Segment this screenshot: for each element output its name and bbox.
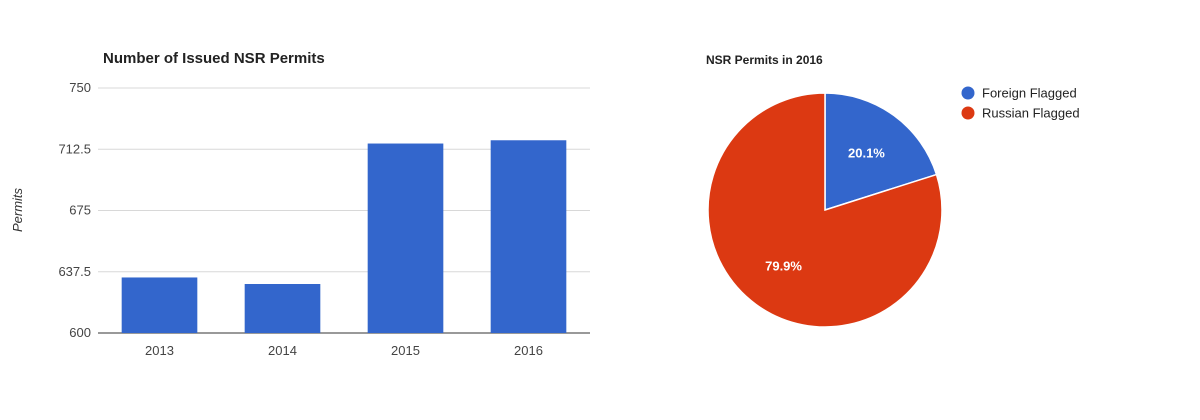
y-axis-title: Permits bbox=[10, 187, 25, 232]
pie-slice bbox=[824, 92, 938, 212]
legend-swatch bbox=[961, 86, 975, 100]
y-axis-tick-labels: 600 637.5 675 712.5 750 bbox=[58, 80, 91, 340]
bar bbox=[367, 143, 444, 333]
pie-slice-label: 79.9% bbox=[765, 259, 802, 274]
y-tick-label: 712.5 bbox=[58, 141, 91, 156]
y-tick-label: 600 bbox=[69, 325, 91, 340]
x-tick-label: 2014 bbox=[268, 343, 297, 358]
bar bbox=[244, 284, 321, 333]
pie-slice-labels: 20.1% 79.9% bbox=[765, 145, 885, 273]
pie-slice-label: 20.1% bbox=[848, 145, 885, 160]
pie-legend: Foreign Flagged Russian Flagged bbox=[961, 86, 1080, 121]
bar-chart-title: Number of Issued NSR Permits bbox=[103, 50, 325, 67]
legend-label: Foreign Flagged bbox=[982, 86, 1077, 101]
legend-swatch bbox=[961, 106, 975, 120]
y-tick-label: 750 bbox=[69, 80, 91, 95]
x-tick-label: 2013 bbox=[145, 343, 174, 358]
bar bbox=[490, 140, 567, 333]
y-tick-label: 675 bbox=[69, 203, 91, 218]
pie-chart-title: NSR Permits in 2016 bbox=[706, 53, 823, 67]
y-tick-label: 637.5 bbox=[58, 264, 91, 279]
x-tick-label: 2016 bbox=[514, 343, 543, 358]
bar-series bbox=[121, 140, 567, 333]
legend-label: Russian Flagged bbox=[982, 106, 1080, 121]
pie-slice bbox=[707, 92, 943, 328]
bar-chart: Number of Issued NSR Permits Permits 600… bbox=[10, 50, 590, 358]
pie-chart: NSR Permits in 2016 20.1% 79.9% Foreign F… bbox=[706, 53, 1080, 328]
x-tick-label: 2015 bbox=[391, 343, 420, 358]
bar bbox=[121, 277, 198, 333]
pie-slices bbox=[707, 92, 943, 328]
x-axis-tick-labels: 2013 2014 2015 2016 bbox=[145, 343, 543, 358]
